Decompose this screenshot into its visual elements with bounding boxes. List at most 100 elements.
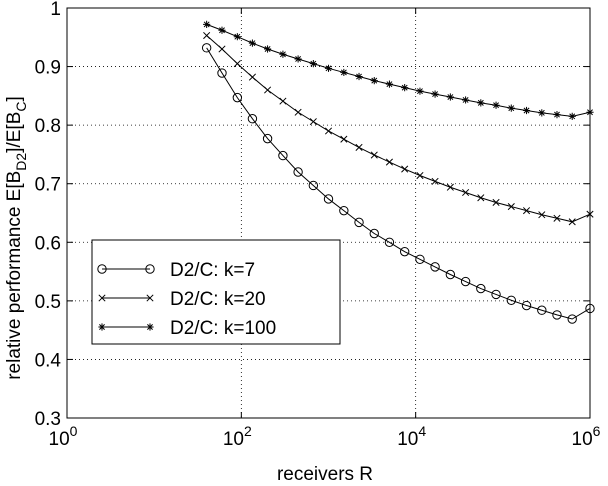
data-point xyxy=(586,210,594,218)
y-axis-label-part: ] xyxy=(4,96,25,101)
data-point xyxy=(203,31,211,40)
data-point xyxy=(309,118,317,126)
grid xyxy=(67,8,590,418)
data-point xyxy=(339,205,349,216)
y-axis-label-part: relative performance E[B xyxy=(4,171,25,380)
data-point xyxy=(538,109,546,117)
plot-frame xyxy=(66,7,591,419)
data-point xyxy=(248,73,256,81)
data-point xyxy=(262,133,273,144)
data-point xyxy=(521,300,532,311)
data-point xyxy=(309,60,317,68)
data-point xyxy=(492,101,500,109)
data-point xyxy=(369,228,379,239)
data-point xyxy=(384,237,395,247)
y-tick-label: 0.8 xyxy=(35,116,61,137)
data-point xyxy=(507,104,515,112)
y-axis-label-part: ]/E[B xyxy=(4,112,25,153)
data-point xyxy=(278,150,288,161)
data-point xyxy=(477,99,485,107)
data-point xyxy=(264,86,272,94)
y-tick-label: 0.3 xyxy=(35,409,61,430)
series-line xyxy=(206,23,591,117)
y-axis-label-sub: D2 xyxy=(13,153,29,171)
data-point xyxy=(446,183,454,191)
series-line xyxy=(206,35,591,223)
data-point xyxy=(507,203,515,211)
x-tick-label: 102 xyxy=(223,423,252,450)
data-point xyxy=(553,111,561,119)
data-point xyxy=(462,188,470,197)
data-point xyxy=(247,114,258,124)
data-point xyxy=(491,289,501,300)
legend-item: D2/C: k=100 xyxy=(98,318,276,339)
data-point xyxy=(552,310,562,320)
y-axis-label-sub: C xyxy=(13,101,29,111)
data-point xyxy=(568,218,576,226)
y-tick-label: 0.9 xyxy=(35,58,61,79)
data-point xyxy=(416,87,424,95)
series-star xyxy=(203,20,594,120)
data-point xyxy=(476,283,486,294)
series-line xyxy=(206,47,591,320)
data-point xyxy=(399,246,410,257)
data-point xyxy=(537,305,547,315)
x-axis-label: receivers R xyxy=(277,464,373,485)
data-point xyxy=(324,127,333,135)
data-point xyxy=(431,177,439,185)
data-point xyxy=(568,112,576,120)
data-point xyxy=(522,106,531,115)
data-point xyxy=(248,39,257,47)
series-circle xyxy=(201,43,595,324)
data-point xyxy=(355,143,363,151)
data-point xyxy=(218,26,226,34)
y-axis-label: relative performance E[BD2]/E[BC] xyxy=(4,96,29,380)
legend-item: D2/C: k=7 xyxy=(97,260,255,281)
data-point xyxy=(370,77,378,85)
data-point xyxy=(553,214,561,222)
y-tick-label: 1 xyxy=(50,0,61,20)
data-point xyxy=(538,211,546,219)
data-point xyxy=(218,45,226,53)
data-point xyxy=(385,80,394,88)
data-point xyxy=(294,55,302,63)
data-point xyxy=(98,323,106,331)
data-point xyxy=(203,20,211,28)
data-point xyxy=(567,314,577,324)
data-point xyxy=(492,198,500,207)
data-point xyxy=(354,217,364,228)
data-point xyxy=(585,303,595,314)
data-point xyxy=(324,64,333,72)
data-point xyxy=(430,262,440,272)
data-point xyxy=(145,264,155,274)
data-point xyxy=(522,207,531,215)
data-point xyxy=(416,171,424,180)
data-point xyxy=(340,135,348,143)
x-tick-label: 106 xyxy=(572,423,601,450)
data-point xyxy=(308,180,319,191)
data-point xyxy=(279,50,287,58)
data-point xyxy=(506,295,516,305)
y-tick-label: 0.4 xyxy=(35,350,62,371)
data-point xyxy=(415,254,425,264)
data-point xyxy=(98,294,106,302)
data-point xyxy=(233,60,241,68)
data-point xyxy=(477,194,485,202)
data-point xyxy=(146,294,154,302)
data-point xyxy=(233,33,241,41)
y-tick-label: 0.5 xyxy=(35,292,61,313)
data-point xyxy=(431,90,439,98)
legend-label: D2/C: k=100 xyxy=(170,318,276,339)
data-point xyxy=(401,84,409,92)
axes: 100 102 104 106 0.3 0.4 0.5 0.6 0.7 0.8 0.9 1 xyxy=(35,0,601,450)
legend-label: D2/C: k=7 xyxy=(170,260,255,281)
data-point xyxy=(445,269,456,280)
data-point xyxy=(355,72,363,81)
data-point xyxy=(401,165,409,173)
data-point xyxy=(446,93,454,101)
data-point xyxy=(294,108,302,116)
legend-item: D2/C: k=20 xyxy=(98,289,266,310)
data-point xyxy=(370,151,378,159)
data-point xyxy=(146,323,154,331)
